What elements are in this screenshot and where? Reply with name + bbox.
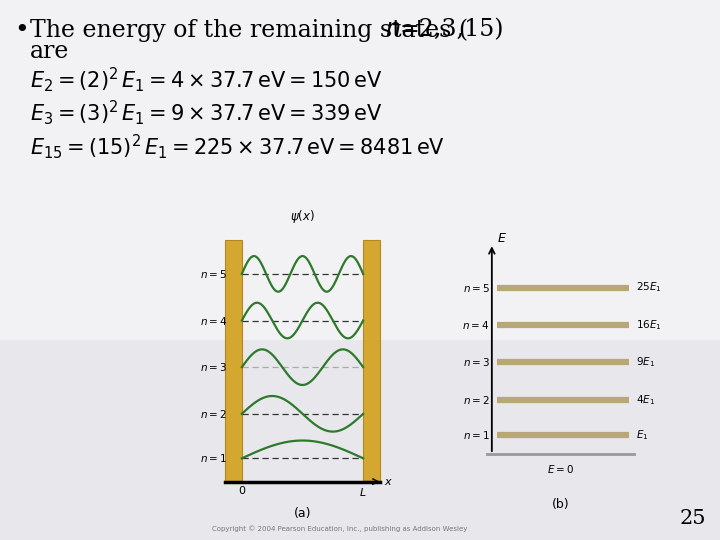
Text: $n=4$: $n=4$ <box>462 319 490 331</box>
Text: $n=5$: $n=5$ <box>200 268 228 280</box>
Text: $E_2 = (2)^2\, E_1 = 4\times 37.7\,\mathrm{eV} = 150\,\mathrm{eV}$: $E_2 = (2)^2\, E_1 = 4\times 37.7\,\math… <box>30 65 382 94</box>
Text: $E=0$: $E=0$ <box>546 463 574 475</box>
Text: $n=1$: $n=1$ <box>200 453 228 464</box>
Text: The energy of the remaining states (: The energy of the remaining states ( <box>30 18 468 42</box>
Text: 0: 0 <box>238 486 246 496</box>
Text: $4E_1$: $4E_1$ <box>636 393 655 407</box>
Text: $16E_1$: $16E_1$ <box>636 318 662 332</box>
Text: $n=2$: $n=2$ <box>463 394 490 406</box>
Text: $25E_1$: $25E_1$ <box>636 281 662 294</box>
Text: $x$: $x$ <box>384 477 392 487</box>
Text: $E_3 = (3)^2\, E_1 = 9\times 37.7\,\mathrm{eV} = 339\,\mathrm{eV}$: $E_3 = (3)^2\, E_1 = 9\times 37.7\,\math… <box>30 98 382 127</box>
Bar <box>363 240 380 482</box>
Text: $E$: $E$ <box>497 232 507 245</box>
Text: $L$: $L$ <box>359 486 367 498</box>
Text: $\psi(x)$: $\psi(x)$ <box>290 208 315 225</box>
Text: $n=2$: $n=2$ <box>200 408 228 420</box>
Text: 25: 25 <box>680 509 706 528</box>
Text: are: are <box>30 40 69 63</box>
Text: $n=1$: $n=1$ <box>463 429 490 441</box>
Text: (b): (b) <box>552 498 569 511</box>
Text: $n=4$: $n=4$ <box>200 314 228 327</box>
Text: (a): (a) <box>294 507 311 520</box>
Text: $n=5$: $n=5$ <box>463 281 490 294</box>
Text: $n=3$: $n=3$ <box>463 356 490 368</box>
Text: $9E_1$: $9E_1$ <box>636 355 655 369</box>
Text: =2,3,15): =2,3,15) <box>400 18 505 41</box>
Text: •: • <box>14 18 29 42</box>
Text: $n$: $n$ <box>385 18 400 41</box>
Text: $n=3$: $n=3$ <box>200 361 228 373</box>
Bar <box>225 240 242 482</box>
Text: $E_{15} = (15)^2\, E_1 = 225\times 37.7\,\mathrm{eV} = 8481\,\mathrm{eV}$: $E_{15} = (15)^2\, E_1 = 225\times 37.7\… <box>30 132 445 161</box>
Text: Copyright © 2004 Pearson Education, Inc., publishing as Addison Wesley: Copyright © 2004 Pearson Education, Inc.… <box>212 525 468 532</box>
Bar <box>0 0 720 340</box>
Text: $E_1$: $E_1$ <box>636 428 649 442</box>
